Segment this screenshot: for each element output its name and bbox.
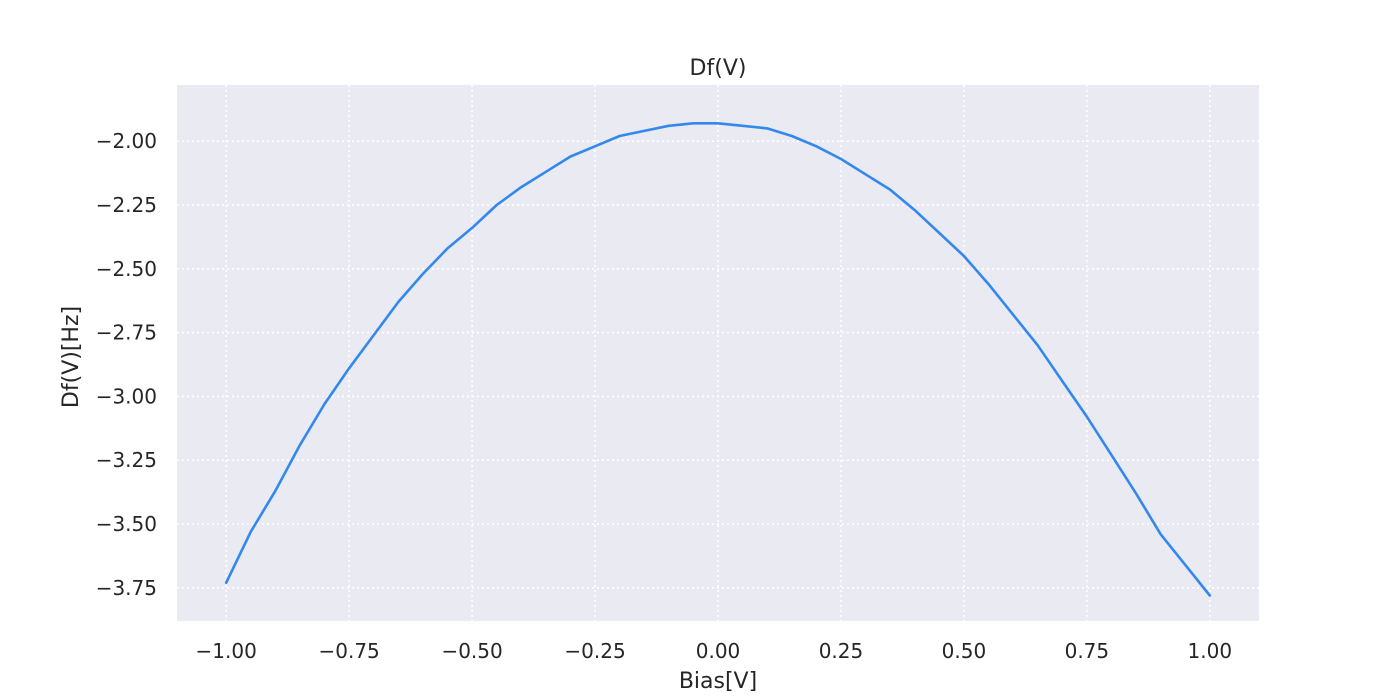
grid-lines [177,85,1259,621]
y-tick-label: −2.50 [96,257,157,281]
x-tick-label: 0.25 [819,639,864,663]
y-tick-label: −3.75 [96,576,157,600]
x-tick-label: 0.75 [1065,639,1110,663]
y-tick-label: −3.00 [96,384,157,408]
x-tick-label: 1.00 [1188,639,1233,663]
series-layer [224,122,1212,597]
x-tick-label: −1.00 [196,639,257,663]
x-axis-label: Bias[V] [679,669,757,694]
x-tick-labels: −1.00 −0.75 −0.50 −0.25 0.00 0.25 0.50 0.75 1.00 [196,639,1233,663]
y-tick-label: −2.25 [96,193,157,217]
x-tick-label: 0.00 [696,639,741,663]
y-axis-label: Df(V)[Hz] [59,306,84,408]
x-tick-label: 0.50 [942,639,987,663]
x-tick-label: −0.75 [318,639,379,663]
y-tick-label: −3.50 [96,512,157,536]
series-line [224,122,1212,597]
x-tick-label: −0.25 [564,639,625,663]
y-tick-label: −2.00 [96,129,157,153]
chart-title: Df(V) [690,56,747,81]
y-tick-label: −2.75 [96,321,157,345]
y-tick-labels: −2.00 −2.25 −2.50 −2.75 −3.00 −3.25 −3.50 −3.75 [96,129,157,600]
x-tick-label: −0.50 [441,639,502,663]
y-tick-label: −3.25 [96,448,157,472]
